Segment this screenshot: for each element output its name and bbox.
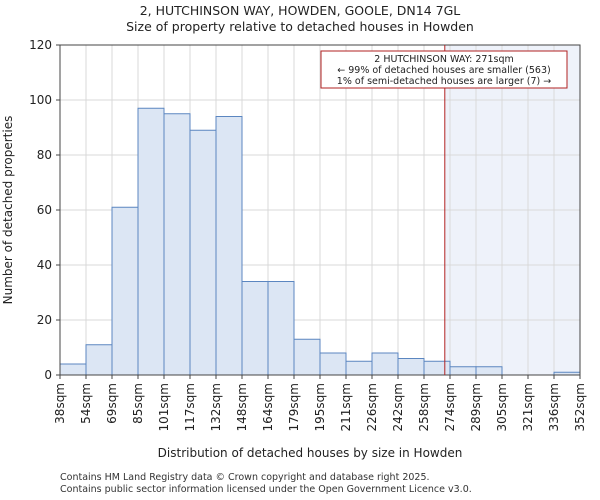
x-tick-label: 164sqm [261,383,275,431]
y-tick-label: 100 [29,93,52,107]
chart-title: 2, HUTCHINSON WAY, HOWDEN, GOOLE, DN14 7… [139,3,461,18]
histogram-bar [423,360,451,376]
histogram-bar [59,363,87,376]
x-axis-label: Distribution of detached houses by size … [158,446,463,460]
histogram-bar [371,352,399,376]
x-tick-label: 274sqm [443,383,457,431]
y-tick-label: 20 [37,313,52,327]
x-tick-label: 85sqm [131,383,145,424]
annotation-text: 1% of semi-detached houses are larger (7… [337,76,551,87]
x-tick-label: 336sqm [547,383,561,431]
x-tick-label: 226sqm [365,383,379,431]
footer-line-1: Contains HM Land Registry data © Crown c… [60,472,430,483]
histogram-bar [137,107,165,376]
histogram-bar [397,358,425,376]
histogram-bar [475,366,503,376]
x-tick-label: 211sqm [339,383,353,431]
x-tick-label: 195sqm [313,383,327,431]
histogram-bar [163,113,191,376]
histogram-bar [449,366,477,376]
x-tick-label: 352sqm [573,383,587,431]
x-tick-label: 69sqm [105,383,119,424]
histogram-bar [319,352,347,376]
x-tick-label: 321sqm [521,383,535,431]
x-tick-label: 148sqm [235,383,249,431]
annotation-text: ← 99% of detached houses are smaller (56… [337,65,550,76]
x-tick-label: 101sqm [157,383,171,431]
x-tick-label: 289sqm [469,383,483,431]
histogram-bar [111,206,139,376]
annotation-box [320,50,568,89]
histogram-bar [293,338,321,376]
histogram-bar [85,344,113,376]
y-tick-label: 120 [29,38,52,52]
histogram-bar [189,129,217,376]
y-tick-label: 0 [44,368,52,382]
x-tick-label: 242sqm [391,383,405,431]
annotation-text: 2 HUTCHINSON WAY: 271sqm [374,54,514,65]
histogram-bar [241,281,269,376]
x-tick-label: 305sqm [495,383,509,431]
footer-line-2: Contains public sector information licen… [60,484,472,495]
x-tick-label: 117sqm [183,383,197,431]
histogram-bar [215,116,243,376]
x-tick-label: 258sqm [417,383,431,431]
histogram-bar [345,360,373,376]
x-tick-label: 179sqm [287,383,301,431]
y-axis-label: Number of detached properties [1,116,15,305]
y-tick-label: 40 [37,258,52,272]
y-tick-label: 80 [37,148,52,162]
x-tick-label: 38sqm [53,383,67,424]
x-tick-label: 54sqm [79,383,93,424]
histogram-bar [267,281,295,376]
chart-subtitle: Size of property relative to detached ho… [126,19,474,34]
y-tick-label: 60 [37,203,52,217]
x-tick-label: 132sqm [209,383,223,431]
